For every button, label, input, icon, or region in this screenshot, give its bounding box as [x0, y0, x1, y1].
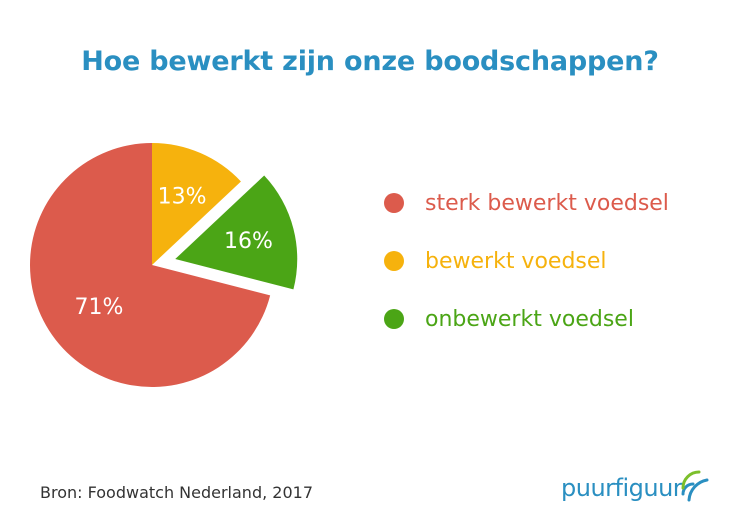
legend-label: bewerkt voedsel	[425, 248, 607, 274]
pie-label: 71%	[75, 295, 124, 320]
pie-slice-71pct	[29, 142, 271, 387]
legend-item-sterk-bewerkt: sterk bewerkt voedsel	[384, 188, 669, 218]
logo-wordmark: puurfiguur	[561, 474, 683, 502]
legend-label: onbewerkt voedsel	[425, 306, 634, 332]
pie-label: 13%	[158, 185, 207, 210]
legend: sterk bewerkt voedsel bewerkt voedsel on…	[384, 188, 669, 362]
signal-arc-icon	[681, 470, 709, 502]
source-note: Bron: Foodwatch Nederland, 2017	[40, 483, 313, 502]
chart-title: Hoe bewerkt zijn onze boodschappen?	[81, 46, 659, 77]
legend-dot-yellow	[384, 251, 404, 271]
legend-item-onbewerkt: onbewerkt voedsel	[384, 304, 669, 334]
logo-wordmark-text: puurfiguur	[561, 474, 683, 502]
legend-label: sterk bewerkt voedsel	[425, 190, 669, 216]
pie-slice-16pct	[175, 175, 298, 290]
legend-dot-green	[384, 309, 404, 329]
legend-item-bewerkt: bewerkt voedsel	[384, 246, 669, 276]
pie-slice-13pct	[152, 143, 241, 265]
pie-label: 16%	[224, 229, 273, 254]
legend-dot-red	[384, 193, 404, 213]
